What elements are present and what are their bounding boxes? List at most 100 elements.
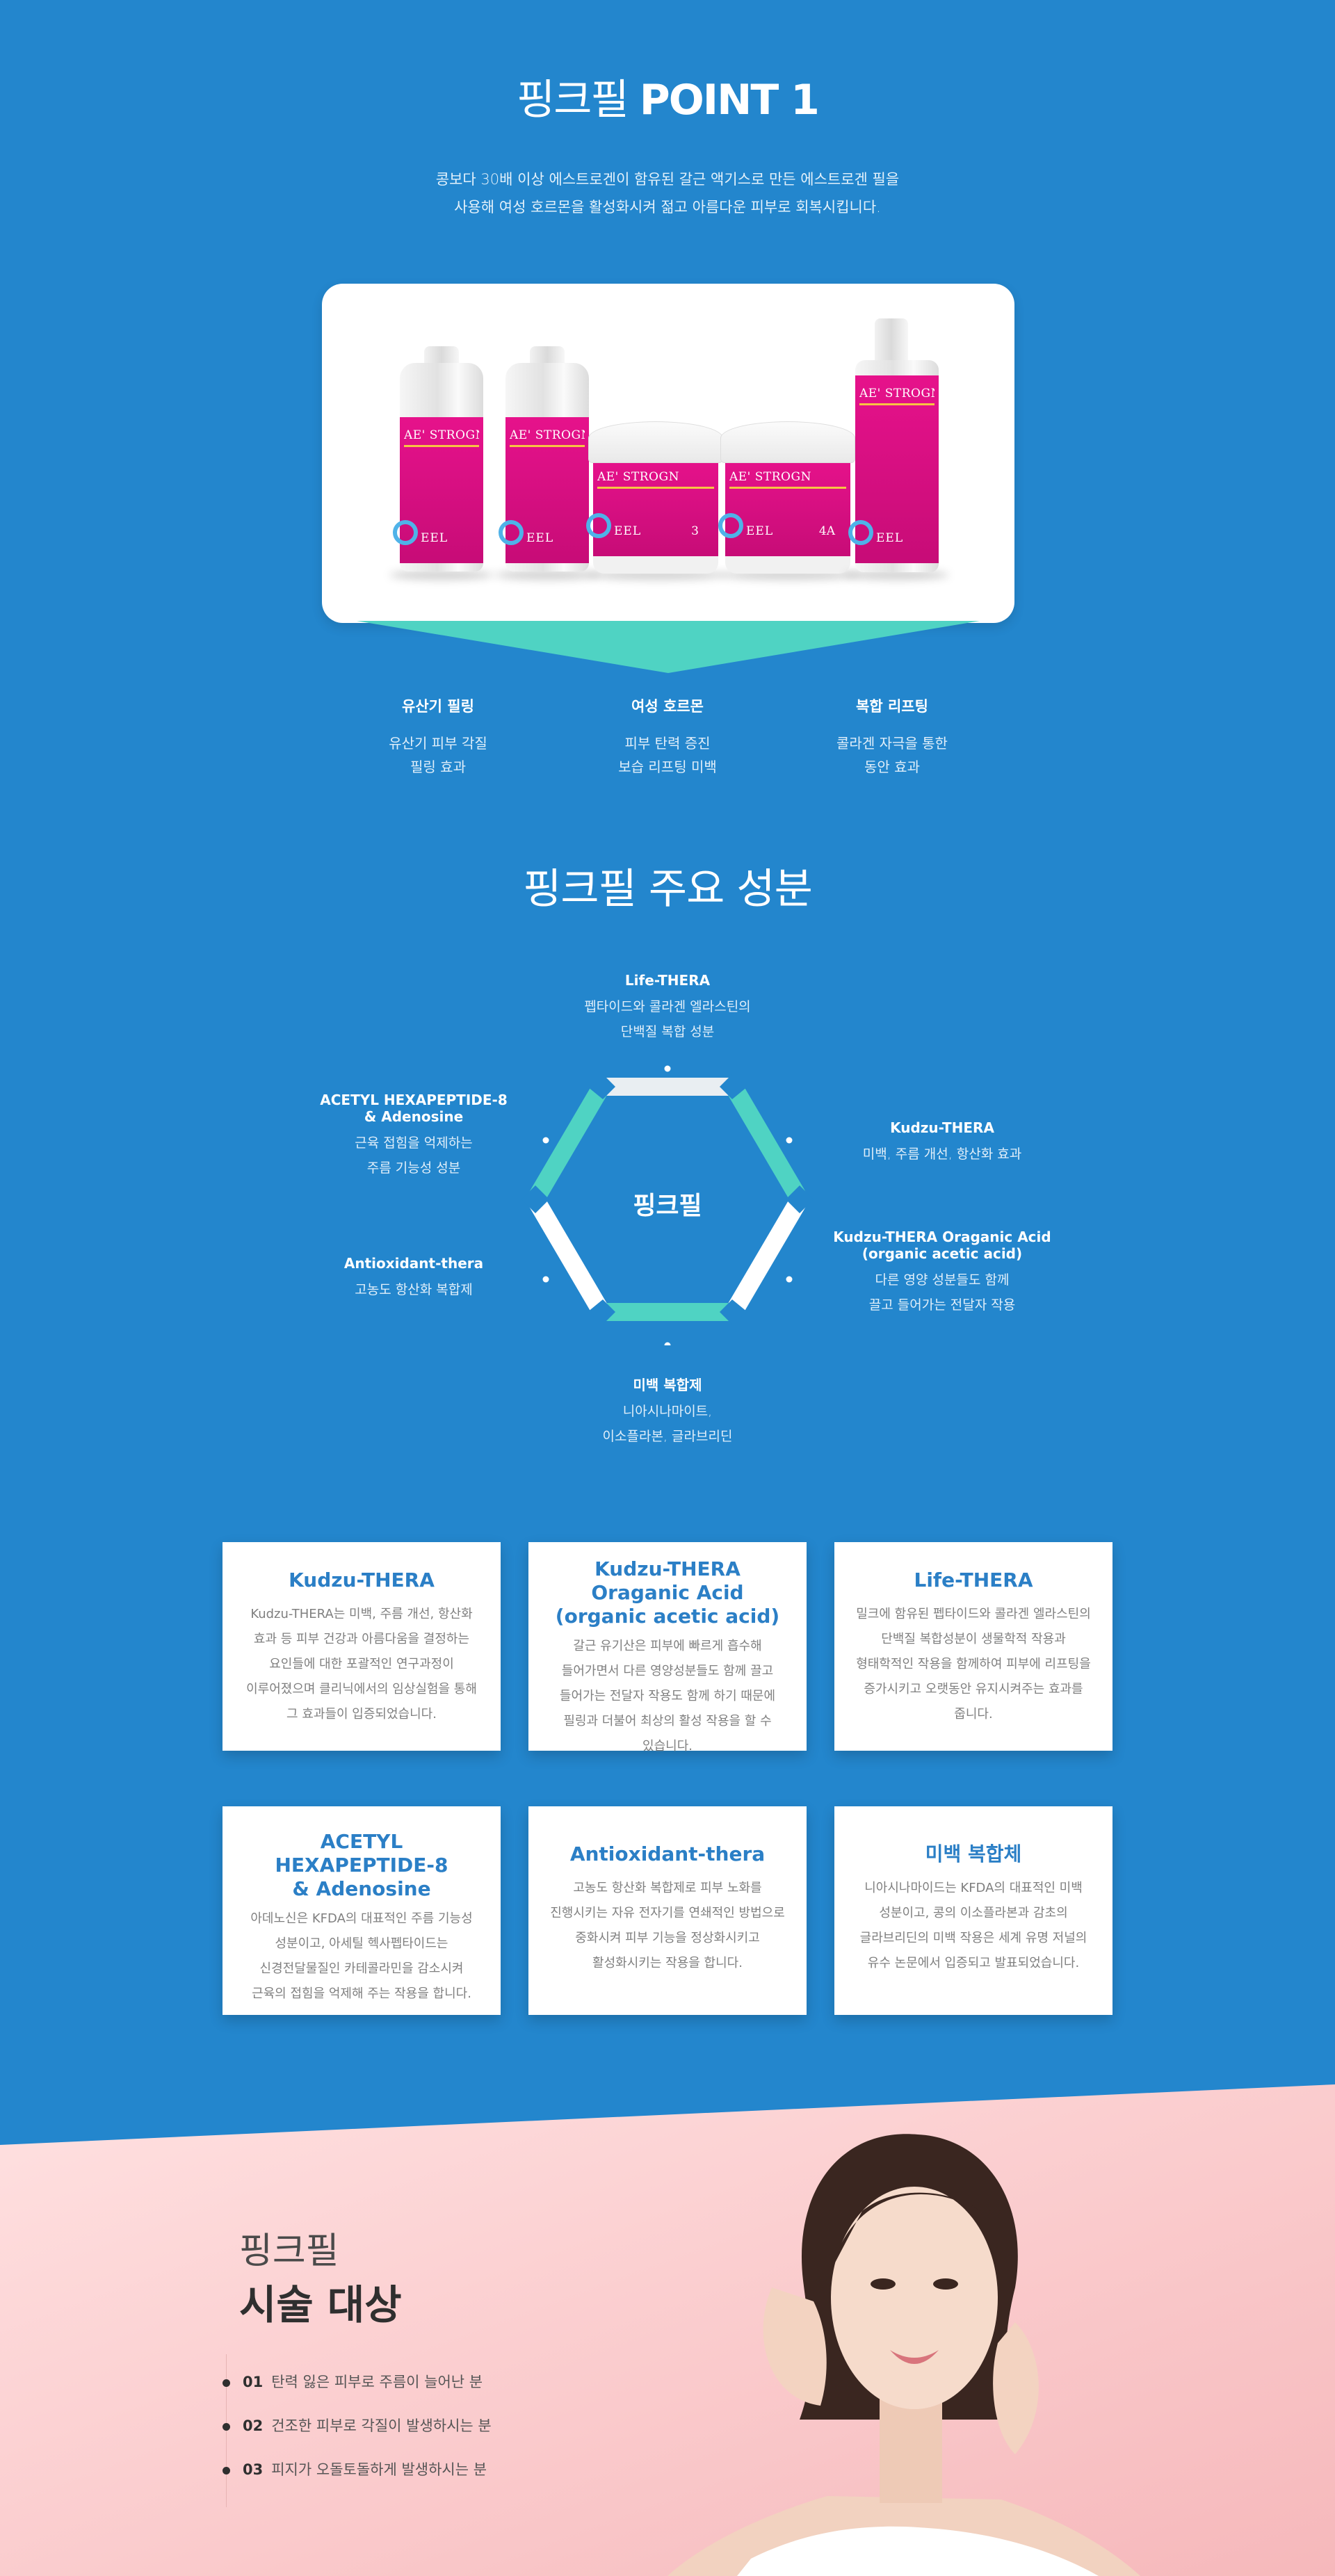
product-brand: AE' STROGN bbox=[729, 470, 811, 484]
ingredient-card-3: Life-THERA 밀크에 함유된 펩타이드와 콜라겐 엘라스틴의 단백질 복… bbox=[834, 1542, 1112, 1751]
feature-line-1: 유산기 피부 각질 bbox=[389, 735, 487, 752]
jar-label: AE' STROGN EEL 4A bbox=[718, 459, 850, 556]
point-description: 콩보다 30배 이상 에스트로겐이 함유된 갈근 액기스로 만든 에스트로겐 필… bbox=[0, 165, 1335, 221]
ingredient-top: Life-THERA 펩타이드와 콜라겐 엘라스틴의 단백질 복합 성분 bbox=[528, 972, 807, 1044]
hand-left bbox=[763, 2287, 827, 2406]
label-stripe bbox=[859, 403, 934, 405]
bottle-shadow bbox=[845, 570, 949, 580]
product-funnel bbox=[357, 621, 980, 673]
hex-gap bbox=[588, 1074, 615, 1099]
target-item-text: 탄력 잃은 피부로 주름이 늘어난 분 bbox=[271, 2374, 483, 2390]
ingredient-card-1: Kudzu-THERA Kudzu-THERA는 미백, 주름 개선, 항산화 … bbox=[222, 1542, 501, 1751]
product-peel-text: EEL bbox=[746, 524, 774, 538]
product-brand: AE' STROGN bbox=[597, 470, 679, 484]
ingredient-desc-line: 다른 영양 성분들도 함께 bbox=[875, 1272, 1010, 1288]
ingredient-title: Kudzu-THERA Oraganic Acid bbox=[833, 1229, 1051, 1245]
card-title: (organic acetic acid) bbox=[555, 1605, 780, 1628]
target-subtitle: 핑크필 bbox=[239, 2230, 339, 2272]
bottle-label: AE' STROGN EEL bbox=[393, 417, 483, 563]
hex-dot bbox=[664, 1065, 671, 1072]
hex-dot bbox=[664, 1342, 671, 1345]
hex-edge-lower-right bbox=[725, 1194, 808, 1317]
target-item-3: 03 피지가 오돌토돌하게 발생하시는 분 bbox=[222, 2458, 487, 2479]
bottle-label: AE' STROGN EEL bbox=[499, 417, 589, 563]
target-item-number: 02 bbox=[243, 2417, 264, 2434]
feature-2: 여성 호르몬 피부 탄력 증진 보습 리프팅 미백 bbox=[563, 695, 772, 779]
feature-line-1: 콜라겐 자극을 통한 bbox=[836, 735, 948, 752]
point-desc-line-2: 사용해 여성 호르몬을 활성화시켜 젊고 아름다운 피부로 회복시킵니다. bbox=[454, 199, 881, 216]
target-item-number: 01 bbox=[243, 2374, 264, 2390]
hex-edge-upper-left bbox=[527, 1082, 610, 1204]
target-item-text: 건조한 피부로 각질이 발생하시는 분 bbox=[271, 2417, 492, 2434]
ingredient-desc-line: 이소플라본, 글라브리딘 bbox=[602, 1429, 733, 1444]
card-text: 갈근 유기산은 피부에 빠르게 흡수해 들어가면서 다른 영양성분들도 함께 끌… bbox=[559, 1639, 776, 1753]
hex-edge-lower-left bbox=[527, 1194, 610, 1317]
ingredient-lower-right: Kudzu-THERA Oraganic Acid (organic aceti… bbox=[817, 1229, 1067, 1318]
label-stripe bbox=[404, 445, 479, 447]
lips bbox=[890, 2350, 939, 2364]
product-peel-text: EEL bbox=[614, 524, 642, 538]
ingredient-title: Kudzu-THERA bbox=[890, 1119, 994, 1136]
product-peel-text: EEL bbox=[526, 531, 554, 545]
ingredient-desc: 펩타이드와 콜라겐 엘라스틴의 단백질 복합 성분 bbox=[528, 994, 807, 1044]
ingredient-desc: 고농도 항산화 복합제 bbox=[355, 1282, 473, 1297]
ingredient-lower-left: Antioxidant-thera 고농도 항산화 복합제 bbox=[306, 1255, 521, 1302]
feature-title: 유산기 필링 bbox=[402, 698, 474, 715]
jar-label: AE' STROGN EEL 3 bbox=[586, 459, 718, 556]
ingredient-upper-right: Kudzu-THERA 미백, 주름 개선, 항산화 효과 bbox=[817, 1119, 1067, 1167]
ingredient-title: (organic acetic acid) bbox=[861, 1245, 1023, 1262]
target-item-number: 03 bbox=[243, 2461, 264, 2478]
feature-line-2: 동안 효과 bbox=[864, 759, 920, 775]
bottle-shadow bbox=[389, 570, 494, 580]
product-peel-text: EEL bbox=[876, 531, 904, 545]
ingredient-title: ACETYL HEXAPEPTIDE-8 bbox=[320, 1092, 508, 1108]
hex-gap bbox=[720, 1299, 747, 1325]
feature-title: 여성 호르몬 bbox=[631, 698, 704, 715]
label-stripe bbox=[729, 487, 846, 489]
peel-ring-logo bbox=[499, 520, 524, 545]
bullet-dot bbox=[222, 2422, 230, 2431]
point-title-bold: POINT 1 bbox=[639, 76, 820, 124]
ingredient-desc-line: 펩타이드와 콜라겐 엘라스틴의 bbox=[584, 999, 751, 1014]
face bbox=[831, 2187, 998, 2409]
feature-line-2: 필링 효과 bbox=[410, 759, 466, 775]
product-number: 3 bbox=[691, 524, 699, 538]
target-item-text: 피지가 오돌토돌하게 발생하시는 분 bbox=[271, 2461, 487, 2478]
funnel-shape bbox=[357, 621, 980, 673]
hex-dot bbox=[542, 1276, 549, 1283]
card-text: 아데노신은 KFDA의 대표적인 주름 기능성 성분이고, 아세틸 헥사펩타이드… bbox=[250, 1911, 473, 2001]
ingredient-card-5: Antioxidant-thera 고농도 항산화 복합제로 피부 노화를 진행… bbox=[528, 1806, 807, 2015]
bullet-dot bbox=[222, 2466, 230, 2474]
feature-title: 복합 리프팅 bbox=[856, 698, 928, 715]
ingredient-title: Life-THERA bbox=[624, 972, 711, 989]
target-title: 시술 대상 bbox=[239, 2281, 402, 2328]
ingredient-desc: 근육 접힘을 억제하는 주름 기능성 성분 bbox=[299, 1131, 528, 1181]
hex-dot bbox=[786, 1137, 793, 1144]
hand-right bbox=[993, 2322, 1039, 2454]
target-item-2: 02 건조한 피부로 각질이 발생하시는 분 bbox=[222, 2415, 492, 2436]
eye-left bbox=[871, 2278, 896, 2290]
target-list-line bbox=[226, 2354, 227, 2507]
hexagon-center-label: 핑크필 bbox=[633, 1192, 702, 1220]
label-stripe bbox=[597, 487, 714, 489]
ingredient-desc-line: 끌고 들어가는 전달자 작용 bbox=[868, 1297, 1016, 1313]
bottle-neck bbox=[875, 318, 908, 367]
towel bbox=[737, 2526, 1099, 2576]
hex-gap bbox=[588, 1299, 615, 1325]
card-title: Antioxidant-thera bbox=[569, 1842, 766, 1865]
eye-right bbox=[933, 2278, 958, 2290]
product-brand: AE' STROGN bbox=[510, 428, 585, 442]
peel-ring-logo bbox=[718, 513, 743, 538]
peel-ring-logo bbox=[586, 513, 611, 538]
label-stripe bbox=[510, 445, 585, 447]
hex-dot bbox=[786, 1276, 793, 1283]
hex-gap bbox=[720, 1074, 747, 1099]
feature-line-2: 보습 리프팅 미백 bbox=[618, 759, 717, 775]
card-title: Kudzu-THERA bbox=[289, 1569, 435, 1591]
hex-gap bbox=[521, 1185, 549, 1213]
card-title: ACETYL HEXAPEPTIDE-8 bbox=[275, 1830, 448, 1877]
ingredient-card-6: 미백 복합체 니아시나마이드는 KFDA의 대표적인 미백 성분이고, 콩의 이… bbox=[834, 1806, 1112, 2015]
ingredient-title: 미백 복합제 bbox=[633, 1377, 702, 1393]
point-title: 핑크필 POINT 1 bbox=[0, 66, 1335, 127]
ingredient-desc-line: 근육 접힘을 억제하는 bbox=[355, 1135, 473, 1151]
